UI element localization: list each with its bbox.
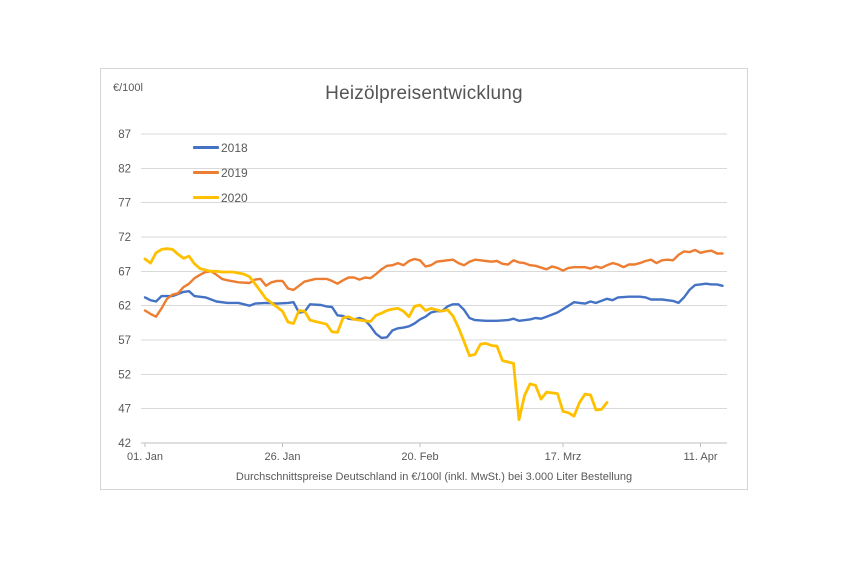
chart-title: Heizölpreisentwicklung — [325, 83, 523, 104]
x-axis-tick-label: 01. Jan — [127, 451, 163, 463]
y-axis-tick-label: 47 — [118, 404, 131, 416]
x-axis-tick-label: 20. Feb — [401, 451, 438, 463]
series-line-2019 — [143, 248, 724, 318]
legend-item-2020: 2020 — [193, 185, 248, 210]
series-line-2020 — [143, 247, 609, 422]
legend-label-2018: 2018 — [221, 140, 248, 155]
x-axis-tick-label: 11. Apr — [683, 451, 717, 463]
x-axis-tick-label: 17. Mrz — [545, 451, 582, 463]
legend-item-2019: 2019 — [193, 160, 248, 185]
chart-legend: 2018 2019 2020 — [193, 135, 248, 210]
y-axis-tick-label: 52 — [118, 369, 131, 381]
y-axis-tick-label: 87 — [118, 129, 131, 141]
y-axis-tick-label: 77 — [118, 198, 131, 210]
y-axis-unit-label: €/100l — [113, 82, 143, 94]
x-axis-tick-label: 26. Jan — [264, 451, 300, 463]
y-axis-tick-label: 62 — [118, 301, 131, 313]
y-axis-tick-label: 82 — [118, 163, 131, 175]
legend-item-2018: 2018 — [193, 135, 248, 160]
y-axis-tick-label: 42 — [118, 438, 131, 450]
legend-label-2019: 2019 — [221, 165, 248, 180]
series-line-2018 — [143, 282, 724, 340]
chart-footnote: Durchschnittspreise Deutschland in €/100… — [235, 471, 633, 483]
legend-swatch-2019 — [193, 171, 219, 174]
chart-container: 87 82 77 72 67 62 57 52 47 42 01. Jan 26. Jan 20. Fe… — [100, 68, 748, 490]
legend-swatch-2020 — [193, 196, 219, 199]
y-axis-tick-label: 72 — [118, 232, 131, 244]
legend-swatch-2018 — [193, 146, 219, 149]
legend-label-2020: 2020 — [221, 190, 248, 205]
y-axis-tick-label: 67 — [118, 266, 131, 278]
y-axis-tick-label: 57 — [118, 335, 131, 347]
